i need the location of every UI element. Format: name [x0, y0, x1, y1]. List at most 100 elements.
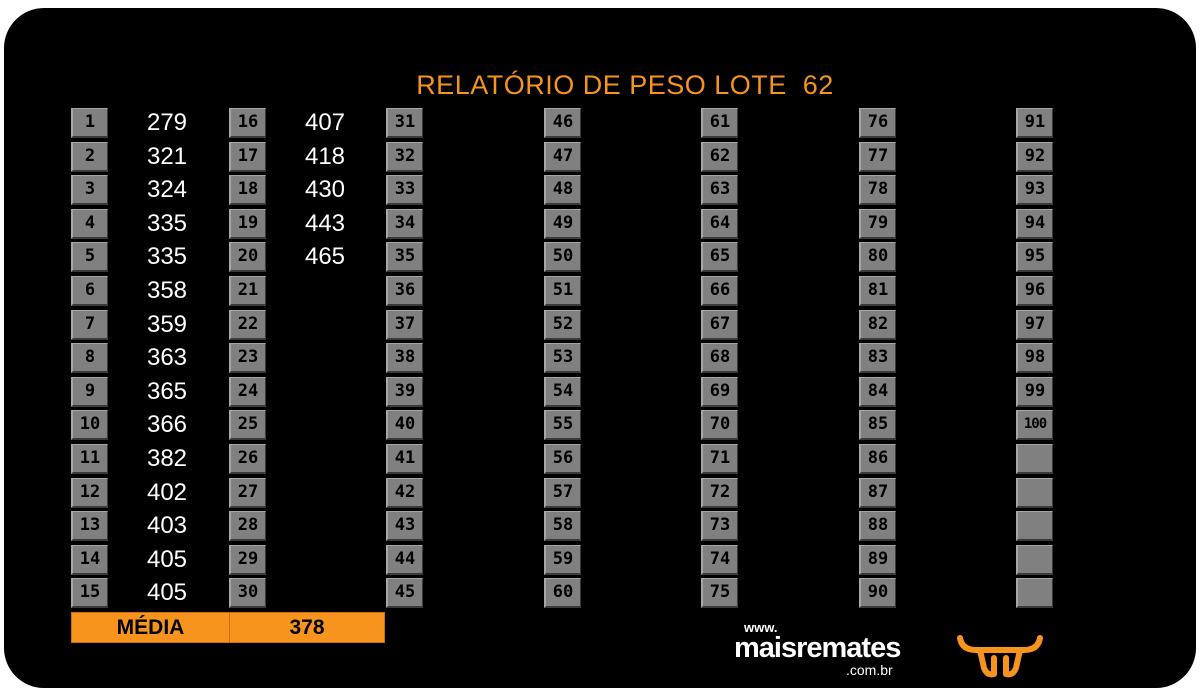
- animal-number: 81: [859, 276, 896, 306]
- animal-number: 53: [544, 343, 581, 374]
- weight-value: 443: [304, 209, 346, 237]
- animal-number: 37: [386, 309, 423, 340]
- brand-logo: www. maisremates .com.br: [730, 620, 920, 682]
- animal-number: 43: [386, 511, 423, 542]
- report-title: RELATÓRIO DE PESO LOTE 62: [416, 70, 834, 100]
- animal-number: 2: [71, 141, 108, 172]
- brand-domain: .com.br: [846, 662, 893, 678]
- animal-number: 60: [544, 578, 581, 609]
- animal-number: 33: [386, 175, 423, 206]
- animal-number: 14: [71, 544, 108, 575]
- animal-number: 83: [859, 343, 896, 374]
- animal-number: 64: [701, 208, 738, 239]
- animal-number: 46: [544, 108, 581, 138]
- animal-number: 82: [859, 309, 896, 340]
- animal-number: 90: [859, 578, 896, 609]
- animal-number: 9: [71, 376, 108, 407]
- animal-number: [1016, 477, 1053, 508]
- animal-number: 4: [71, 208, 108, 239]
- animal-number: 6: [71, 276, 108, 306]
- animal-number: 78: [859, 175, 896, 206]
- animal-number: 13: [71, 511, 108, 542]
- animal-number: 97: [1016, 309, 1053, 340]
- animal-number: 77: [859, 141, 896, 172]
- animal-number: 31: [386, 108, 423, 138]
- animal-number: 44: [386, 544, 423, 575]
- animal-number: 18: [229, 175, 266, 206]
- animal-number: 39: [386, 376, 423, 407]
- weight-value: 418: [304, 142, 346, 170]
- animal-number: 7: [71, 309, 108, 340]
- animal-number: 22: [229, 309, 266, 340]
- animal-number: 1: [71, 108, 108, 138]
- animal-number: 58: [544, 511, 581, 542]
- animal-number: 5: [71, 242, 108, 273]
- animal-number: 76: [859, 108, 896, 138]
- animal-number: 98: [1016, 343, 1053, 374]
- brand-www: www.: [744, 620, 778, 635]
- animal-number: 25: [229, 410, 266, 441]
- animal-number: 40: [386, 410, 423, 441]
- animal-number: 20: [229, 242, 266, 273]
- animal-number: 88: [859, 511, 896, 542]
- weight-value: 359: [146, 310, 188, 338]
- animal-number: [1016, 511, 1053, 542]
- animal-number: 57: [544, 477, 581, 508]
- weight-value: 335: [146, 209, 188, 237]
- weight-value: 321: [146, 142, 188, 170]
- animal-number: 54: [544, 376, 581, 407]
- weight-value: 465: [304, 243, 346, 271]
- animal-number: 12: [71, 477, 108, 508]
- weight-value: 279: [146, 109, 188, 136]
- animal-number: 35: [386, 242, 423, 273]
- animal-number: 52: [544, 309, 581, 340]
- animal-number: 55: [544, 410, 581, 441]
- animal-number: 50: [544, 242, 581, 273]
- animal-number: 29: [229, 544, 266, 575]
- animal-number: 73: [701, 511, 738, 542]
- average-label: MÉDIA: [71, 612, 230, 643]
- animal-number: 3: [71, 175, 108, 206]
- animal-number: 41: [386, 444, 423, 474]
- animal-number: 70: [701, 410, 738, 441]
- weight-value: 363: [146, 344, 188, 372]
- weight-value: 405: [146, 545, 188, 573]
- weight-value: 402: [146, 478, 188, 506]
- animal-number: 30: [229, 578, 266, 609]
- animal-number: 91: [1016, 108, 1053, 138]
- average-value: 378: [229, 612, 385, 643]
- animal-number: 61: [701, 108, 738, 138]
- animal-number: 56: [544, 444, 581, 474]
- animal-number: 94: [1016, 208, 1053, 239]
- weight-value: 405: [146, 579, 188, 607]
- animal-number: 45: [386, 578, 423, 609]
- animal-number: 21: [229, 276, 266, 306]
- animal-number: 93: [1016, 175, 1053, 206]
- animal-number: 47: [544, 141, 581, 172]
- animal-number: 8: [71, 343, 108, 374]
- animal-number: 11: [71, 444, 108, 474]
- animal-number: 71: [701, 444, 738, 474]
- animal-number: 24: [229, 376, 266, 407]
- animal-number: 65: [701, 242, 738, 273]
- weight-value: 366: [146, 411, 188, 439]
- animal-number: 17: [229, 141, 266, 172]
- weight-value: 365: [146, 377, 188, 405]
- animal-number: 59: [544, 544, 581, 575]
- animal-number: 68: [701, 343, 738, 374]
- animal-number: 19: [229, 208, 266, 239]
- animal-number: 10: [71, 410, 108, 441]
- animal-number: 75: [701, 578, 738, 609]
- animal-number: 92: [1016, 141, 1053, 172]
- animal-number: 72: [701, 477, 738, 508]
- animal-number: 27: [229, 477, 266, 508]
- animal-number: 42: [386, 477, 423, 508]
- animal-number: 74: [701, 544, 738, 575]
- weight-value: 335: [146, 243, 188, 271]
- animal-number: 26: [229, 444, 266, 474]
- animal-number: 86: [859, 444, 896, 474]
- animal-number: 89: [859, 544, 896, 575]
- weight-value: 358: [146, 277, 188, 304]
- animal-number: 95: [1016, 242, 1053, 273]
- animal-number: 16: [229, 108, 266, 138]
